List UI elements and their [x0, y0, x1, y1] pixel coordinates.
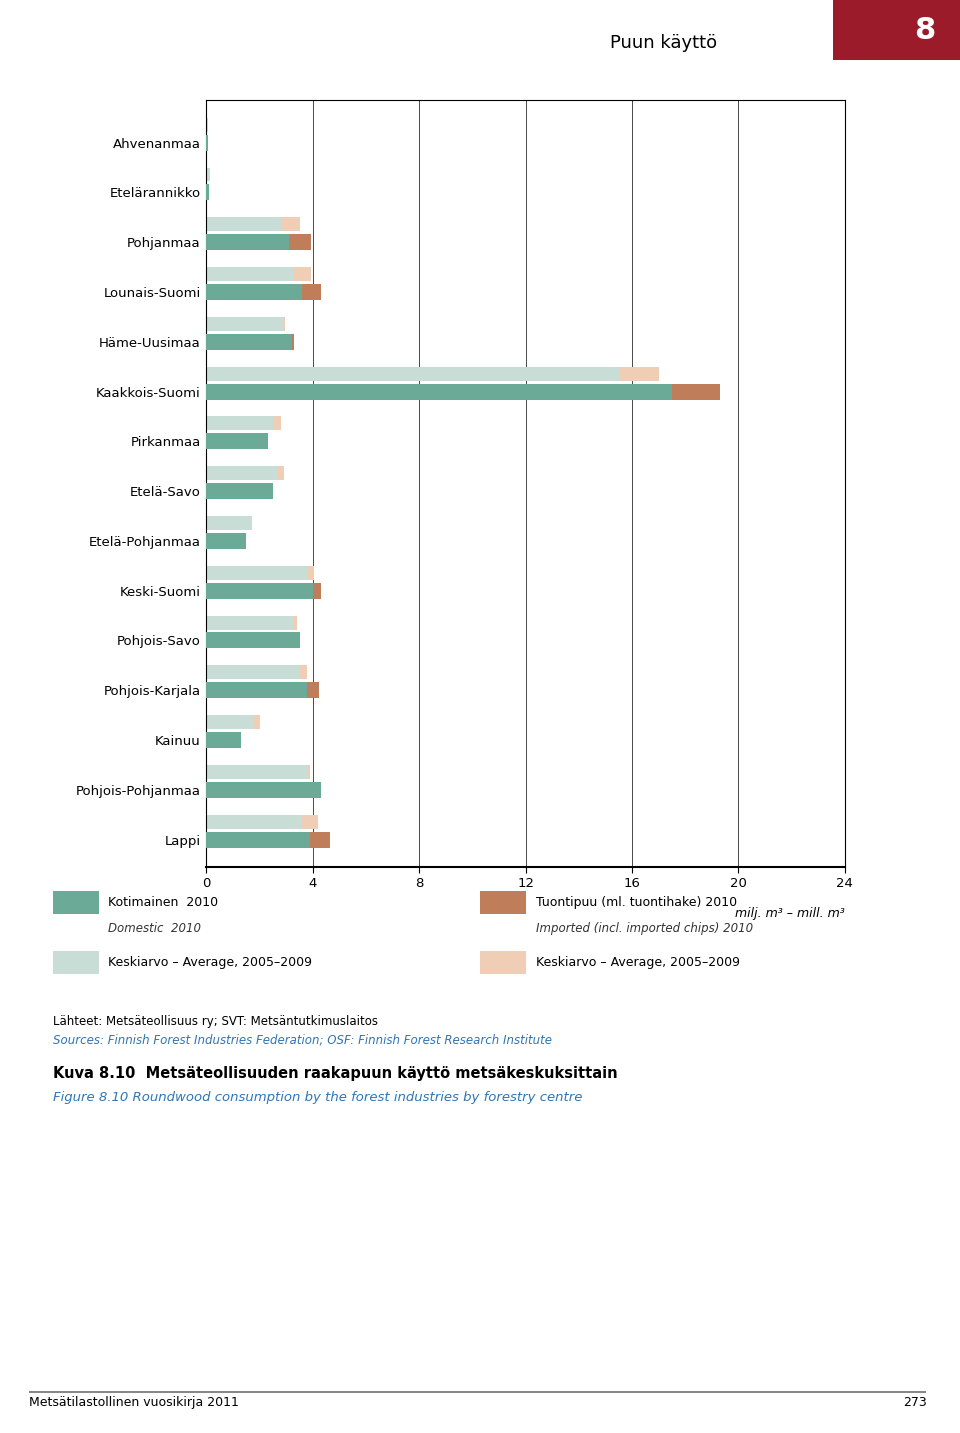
Bar	[206, 334, 292, 350]
Bar	[206, 765, 307, 780]
Bar	[206, 284, 302, 299]
Bar	[206, 632, 300, 648]
Text: milj. m³ – mill. m³: milj. m³ – mill. m³	[735, 907, 845, 920]
Bar	[307, 566, 314, 580]
Bar	[206, 267, 294, 281]
Bar	[206, 367, 618, 381]
Bar	[206, 815, 302, 828]
Text: 8: 8	[914, 16, 935, 44]
Bar	[206, 566, 307, 580]
Bar	[206, 317, 283, 331]
Bar	[206, 218, 281, 231]
Bar	[206, 483, 273, 499]
Bar	[206, 417, 273, 430]
Bar	[206, 135, 207, 150]
Bar	[206, 583, 313, 599]
Bar	[206, 533, 247, 549]
Bar	[281, 218, 300, 231]
Bar	[206, 831, 310, 847]
Text: 273: 273	[902, 1396, 926, 1409]
Bar	[289, 234, 311, 251]
Bar	[292, 334, 294, 350]
Bar	[206, 234, 289, 251]
Bar	[672, 384, 720, 400]
Text: Puun käyttö: Puun käyttö	[610, 34, 717, 52]
Text: Sources: Finnish Forest Industries Federation; OSF: Finnish Forest Research Inst: Sources: Finnish Forest Industries Feder…	[53, 1033, 552, 1046]
Bar	[206, 433, 268, 450]
Bar	[302, 815, 318, 828]
Text: Tuontipuu (ml. tuontihake) 2010: Tuontipuu (ml. tuontihake) 2010	[536, 896, 737, 910]
Bar	[206, 466, 278, 480]
Text: Kotimainen  2010: Kotimainen 2010	[108, 896, 219, 910]
Bar	[206, 665, 300, 679]
Bar	[206, 384, 672, 400]
Text: Domestic  2010: Domestic 2010	[108, 921, 202, 936]
Text: Kuva 8.10  Metsäteollisuuden raakapuun käyttö metsäkeskuksittain: Kuva 8.10 Metsäteollisuuden raakapuun kä…	[53, 1066, 617, 1080]
Bar	[206, 118, 207, 132]
Bar	[294, 616, 297, 629]
Bar	[206, 185, 209, 201]
Bar	[278, 466, 283, 480]
Text: Keskiarvo – Average, 2005–2009: Keskiarvo – Average, 2005–2009	[108, 956, 313, 969]
Bar	[307, 682, 320, 698]
Bar	[206, 682, 307, 698]
Text: Keskiarvo – Average, 2005–2009: Keskiarvo – Average, 2005–2009	[536, 956, 740, 969]
Bar	[310, 831, 330, 847]
Bar	[300, 665, 307, 679]
Bar	[206, 782, 321, 798]
Bar	[206, 168, 210, 182]
Text: Metsätilastollinen vuosikirja 2011: Metsätilastollinen vuosikirja 2011	[29, 1396, 239, 1409]
Bar	[302, 284, 321, 299]
Bar	[307, 765, 310, 780]
Bar	[618, 367, 659, 381]
Bar	[206, 516, 252, 530]
Text: Imported (incl. imported chips) 2010: Imported (incl. imported chips) 2010	[536, 921, 753, 936]
Text: Figure 8.10 Roundwood consumption by the forest industries by forestry centre: Figure 8.10 Roundwood consumption by the…	[53, 1091, 582, 1103]
Bar	[254, 715, 259, 729]
Bar	[206, 715, 254, 729]
Bar	[206, 616, 294, 629]
Bar	[206, 732, 241, 748]
Bar	[294, 267, 311, 281]
Text: Lähteet: Metsäteollisuus ry; SVT: Metsäntutkimuslaitos: Lähteet: Metsäteollisuus ry; SVT: Metsän…	[53, 1015, 378, 1027]
Bar	[283, 317, 285, 331]
Bar	[273, 417, 281, 430]
Bar	[313, 583, 321, 599]
